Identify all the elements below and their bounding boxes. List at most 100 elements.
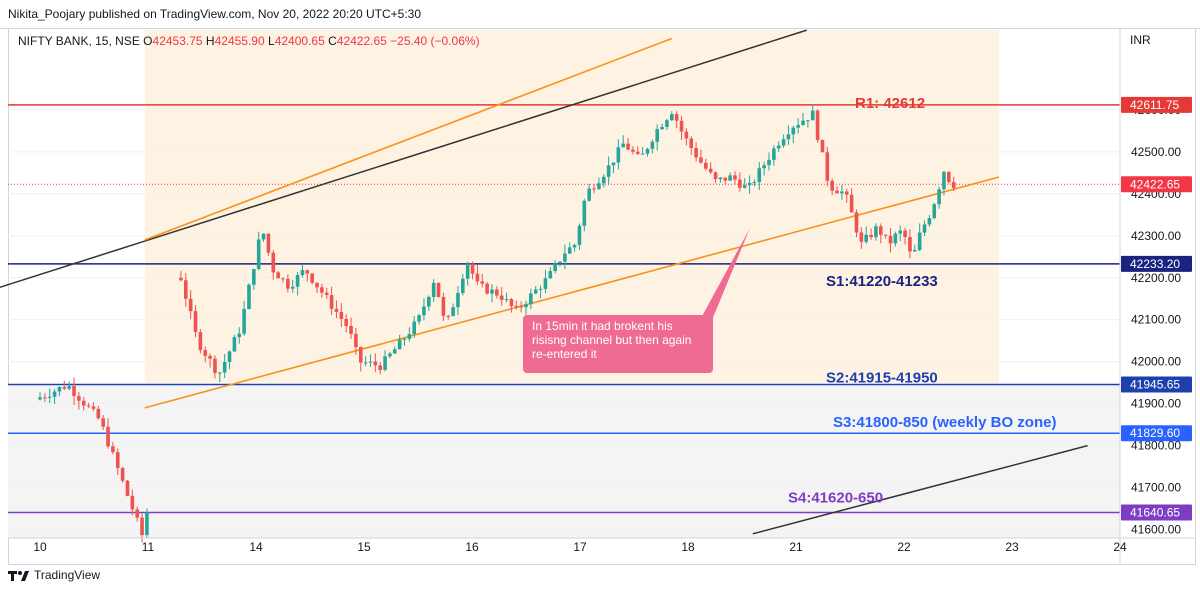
candle	[470, 261, 475, 280]
candle-body	[266, 233, 271, 253]
candle-body	[252, 269, 256, 285]
candle	[72, 377, 76, 406]
candle	[193, 305, 198, 338]
candle-body	[43, 397, 47, 399]
candle	[849, 188, 854, 213]
candle-body	[708, 168, 713, 173]
candle	[315, 282, 319, 293]
candle	[844, 188, 849, 203]
candle	[135, 506, 139, 522]
candle-body	[363, 362, 368, 364]
candle	[111, 442, 115, 455]
candle-body	[903, 230, 907, 238]
x-tick-label: 24	[1113, 540, 1127, 554]
price-tag[interactable]: 41640.65	[1121, 504, 1192, 521]
candle-body	[276, 272, 280, 279]
candle-body	[723, 177, 728, 181]
candle	[422, 298, 426, 321]
x-tick-label: 15	[357, 540, 371, 554]
price-tag[interactable]: 42611.75	[1121, 96, 1192, 113]
candle-body	[218, 372, 222, 374]
candle	[329, 286, 334, 315]
candle-body	[222, 362, 227, 373]
candle	[752, 179, 757, 187]
candle	[358, 346, 363, 372]
candle-body	[256, 239, 261, 270]
candle	[441, 292, 446, 321]
price-tag[interactable]: 42233.20	[1121, 255, 1192, 272]
candle	[655, 124, 660, 151]
candle-body	[635, 151, 640, 154]
candle	[742, 178, 747, 189]
price-tag[interactable]: 42422.65	[1121, 176, 1192, 193]
candle-body	[300, 270, 305, 275]
candle	[145, 508, 149, 538]
channel-upper-line[interactable]	[144, 37, 673, 241]
candle-body	[951, 182, 956, 189]
trendline-2[interactable]	[752, 444, 1088, 535]
candle-body	[679, 120, 684, 132]
price-tag[interactable]: 41829.60	[1121, 425, 1192, 442]
price-tag[interactable]: 41945.65	[1121, 376, 1192, 393]
candle	[43, 393, 47, 403]
candle-body	[315, 282, 319, 288]
candle-body	[329, 294, 334, 309]
candle-body	[947, 171, 951, 183]
candle-body	[465, 263, 470, 279]
candle	[383, 350, 387, 372]
candle	[47, 388, 52, 403]
candle-body	[52, 391, 57, 397]
candle	[631, 146, 635, 155]
candle-body	[281, 278, 285, 280]
candle	[810, 104, 815, 121]
candle	[456, 286, 460, 316]
candle	[529, 288, 533, 310]
candle	[402, 337, 407, 346]
candle-body	[130, 495, 135, 510]
candle	[820, 139, 825, 153]
candle-body	[840, 191, 844, 194]
candle	[52, 388, 57, 404]
candle	[397, 334, 402, 350]
candle-body	[407, 334, 412, 339]
candle-body	[310, 273, 314, 283]
candle-body	[747, 182, 752, 186]
candle	[679, 115, 684, 140]
annotation-callout[interactable]: In 15min it had brokent his risisng chan…	[523, 315, 713, 373]
candle	[621, 135, 625, 148]
candle-body	[208, 355, 212, 359]
candle	[417, 313, 421, 325]
candle-body	[441, 296, 446, 316]
candle-body	[125, 480, 130, 496]
candle	[582, 198, 587, 232]
level-label-s1: S1:41220-41233	[826, 273, 938, 290]
x-tick-label: 10	[33, 540, 47, 554]
candle	[640, 147, 645, 155]
candle	[883, 234, 888, 239]
candle-body	[72, 386, 76, 397]
candle-body	[606, 165, 611, 177]
level-label-r1: R1: 42612	[855, 95, 925, 112]
candle	[354, 327, 358, 355]
candle-body	[213, 358, 217, 373]
price-tag-bg	[1121, 425, 1192, 442]
candle	[869, 228, 873, 240]
candle	[825, 147, 830, 187]
candle-body	[490, 289, 494, 294]
candle	[723, 177, 728, 185]
candle-body	[349, 325, 353, 334]
price-tag-label: 41945.65	[1130, 378, 1180, 392]
candle-body	[825, 152, 830, 181]
trendline-1[interactable]	[0, 29, 808, 289]
candle-body	[762, 165, 766, 169]
candle	[932, 202, 937, 220]
candle	[485, 281, 489, 295]
candle	[504, 292, 509, 303]
close-label: C	[328, 34, 337, 48]
candle	[553, 260, 557, 274]
symbol-label[interactable]: NIFTY BANK, 15, NSE	[18, 34, 140, 48]
candle	[738, 172, 742, 192]
candle-body	[67, 386, 71, 389]
change-value: −25.40 (−0.06%)	[390, 34, 480, 48]
